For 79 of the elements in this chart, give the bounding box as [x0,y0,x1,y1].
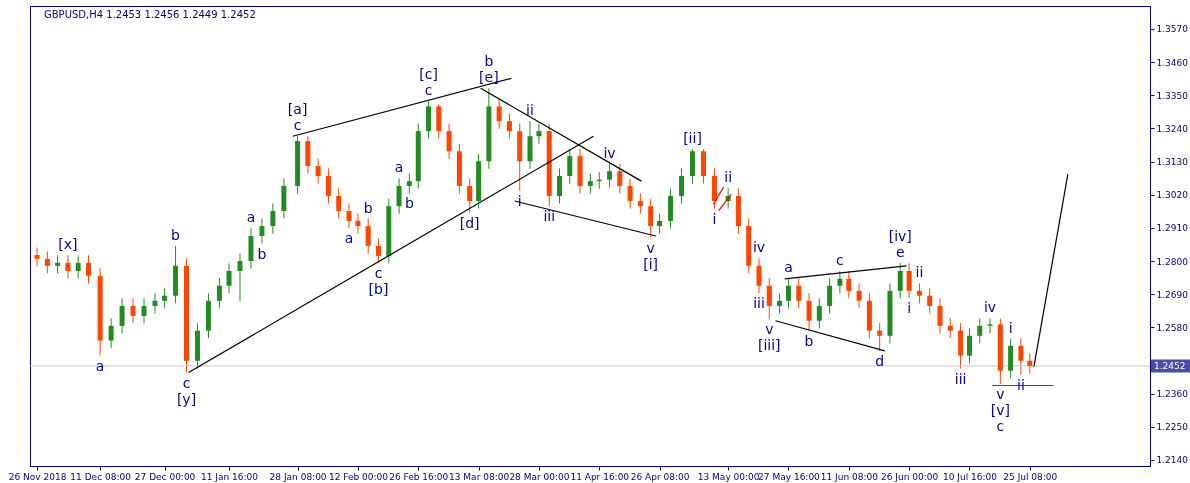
y-tick-label: 1.2800 [1156,256,1189,267]
annotation: b [171,226,181,243]
annotation: v [765,320,774,337]
annotation: ii [526,102,534,119]
annotation: a [784,259,793,276]
annotation: a [394,159,404,176]
annotation: [x] [58,236,78,253]
annotation: v [996,385,1005,402]
annotation: ii [915,264,924,281]
annotation: [e] [479,69,499,86]
annotation: b [363,199,373,216]
annotation: [iii] [757,336,781,353]
x-tick-label: 28 Jan 08:00 [269,471,327,482]
annotation: i [712,210,717,227]
annotation: [y] [176,390,197,407]
y-tick-label: 1.3130 [1156,157,1189,168]
x-tick-label: 11 Jun 08:00 [820,471,879,482]
annotation: iv [983,299,997,316]
annotation: [c] [419,66,438,83]
annotation: [v] [990,401,1010,418]
ref-line-label: 1.2452 [1154,360,1186,371]
annotation: iv [603,144,616,161]
annotation: iv [752,239,766,256]
annotation: b [257,245,267,262]
annotation: c [836,252,844,269]
x-tick-label: 11 Jan 16:00 [201,471,259,482]
y-tick-label: 1.2250 [1156,422,1189,433]
chart-title: GBPUSD,H4 1.2453 1.2456 1.2449 1.2452 [44,9,256,20]
annotation: [iv] [888,227,912,244]
x-tick-label: 11 Dec 08:00 [70,471,132,482]
annotation: d [875,352,885,369]
annotation: b [484,53,494,70]
x-tick-label: 13 May 00:00 [697,471,760,482]
y-tick-label: 1.3240 [1156,123,1189,134]
x-tick-label: 10 Jul 16:00 [942,471,998,482]
annotation: iii [543,208,556,225]
annotation: a [246,209,256,226]
annotation: [ii] [683,130,702,147]
annotation: c [424,82,433,99]
annotation: b [404,195,414,212]
annotation: v [646,239,655,256]
annotation: c [374,264,383,281]
x-tick-label: 26 Nov 2018 [8,471,67,482]
x-tick-label: 26 Jun 00:00 [881,471,939,482]
annotation: iii [954,370,967,387]
y-tick-label: 1.3460 [1156,57,1189,68]
annotation: [a] [287,101,308,118]
y-tick-label: 1.3020 [1156,190,1189,201]
x-tick-label: 27 May 16:00 [758,471,821,482]
y-tick-label: 1.3350 [1156,90,1189,101]
annotation: b [804,332,814,349]
annotation: a [95,357,105,374]
annotation: [d] [459,215,480,232]
x-tick-label: 26 Feb 16:00 [389,471,449,482]
x-tick-label: 28 Mar 00:00 [509,471,570,482]
annotation: i [1008,319,1013,336]
annotation: c [996,417,1005,434]
x-tick-label: 26 Apr 08:00 [630,471,690,482]
annotation: c [293,117,302,134]
x-tick-label: 25 Jul 08:00 [1003,471,1058,482]
annotation: i [517,193,522,210]
x-tick-label: 27 Dec 00:00 [134,471,196,482]
x-tick-label: 12 Feb 00:00 [328,471,389,482]
x-tick-label: 11 Apr 16:00 [570,471,630,482]
annotation: [i] [643,255,659,272]
annotation: c [182,374,191,391]
y-tick-label: 1.2910 [1156,223,1189,234]
annotation: [b] [368,280,389,297]
y-tick-label: 1.2690 [1156,289,1189,300]
annotation: ii [724,169,733,186]
y-tick-label: 1.2140 [1156,455,1189,466]
y-tick-label: 1.3570 [1156,24,1189,35]
x-tick-label: 13 Mar 08:00 [449,471,510,482]
annotation: a [344,230,354,247]
y-tick-label: 1.2580 [1156,322,1189,333]
annotation: i [907,300,912,317]
y-tick-label: 1.2360 [1156,389,1189,400]
annotation: iii [753,295,765,312]
annotation: e [895,243,905,260]
